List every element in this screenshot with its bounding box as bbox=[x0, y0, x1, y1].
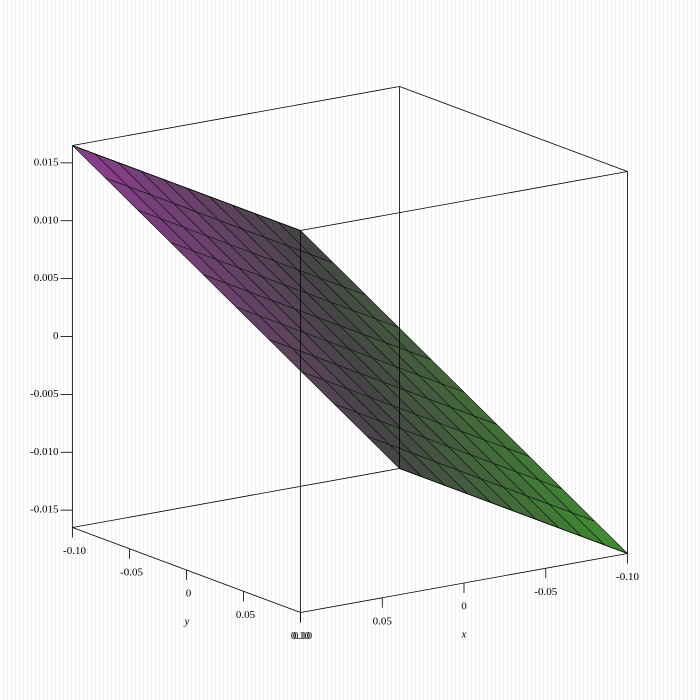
z-tick-label: 0.010 bbox=[34, 214, 59, 226]
z-tick-label: -0.010 bbox=[30, 446, 59, 458]
z-tick-label: 0.015 bbox=[34, 156, 59, 168]
x-tick-label: -0.05 bbox=[534, 586, 557, 598]
z-tick-label: 0 bbox=[53, 330, 59, 342]
y-tick-label: 0.10 bbox=[293, 630, 313, 642]
x-tick-label: 0.10 bbox=[291, 630, 311, 642]
box-edge bbox=[72, 86, 400, 146]
x-axis-label: x bbox=[461, 629, 467, 641]
y-tick-label: -0.10 bbox=[63, 545, 86, 557]
y-axis-label: y bbox=[184, 616, 190, 628]
box-edge bbox=[399, 86, 628, 172]
x-tick-label: 0 bbox=[461, 601, 467, 613]
box-edge bbox=[72, 468, 400, 528]
surface bbox=[72, 145, 628, 554]
box-edge bbox=[399, 468, 628, 554]
y-tick-label: 0.05 bbox=[236, 609, 256, 621]
box-edge bbox=[72, 145, 301, 231]
x-tick-label: -0.10 bbox=[616, 571, 639, 583]
z-tick-label: -0.015 bbox=[30, 504, 59, 516]
x-tick-label: 0.05 bbox=[373, 615, 393, 627]
y-tick-label: -0.05 bbox=[120, 566, 143, 578]
y-tick-label: 0 bbox=[186, 588, 192, 600]
z-tick-label: -0.005 bbox=[30, 388, 59, 400]
z-tick-label: 0.005 bbox=[34, 272, 59, 284]
box-edge bbox=[300, 171, 628, 231]
box: -0.015 -0.010 -0.005 0 0.005 0.010 0.015 -0.10 -… bbox=[30, 86, 639, 642]
